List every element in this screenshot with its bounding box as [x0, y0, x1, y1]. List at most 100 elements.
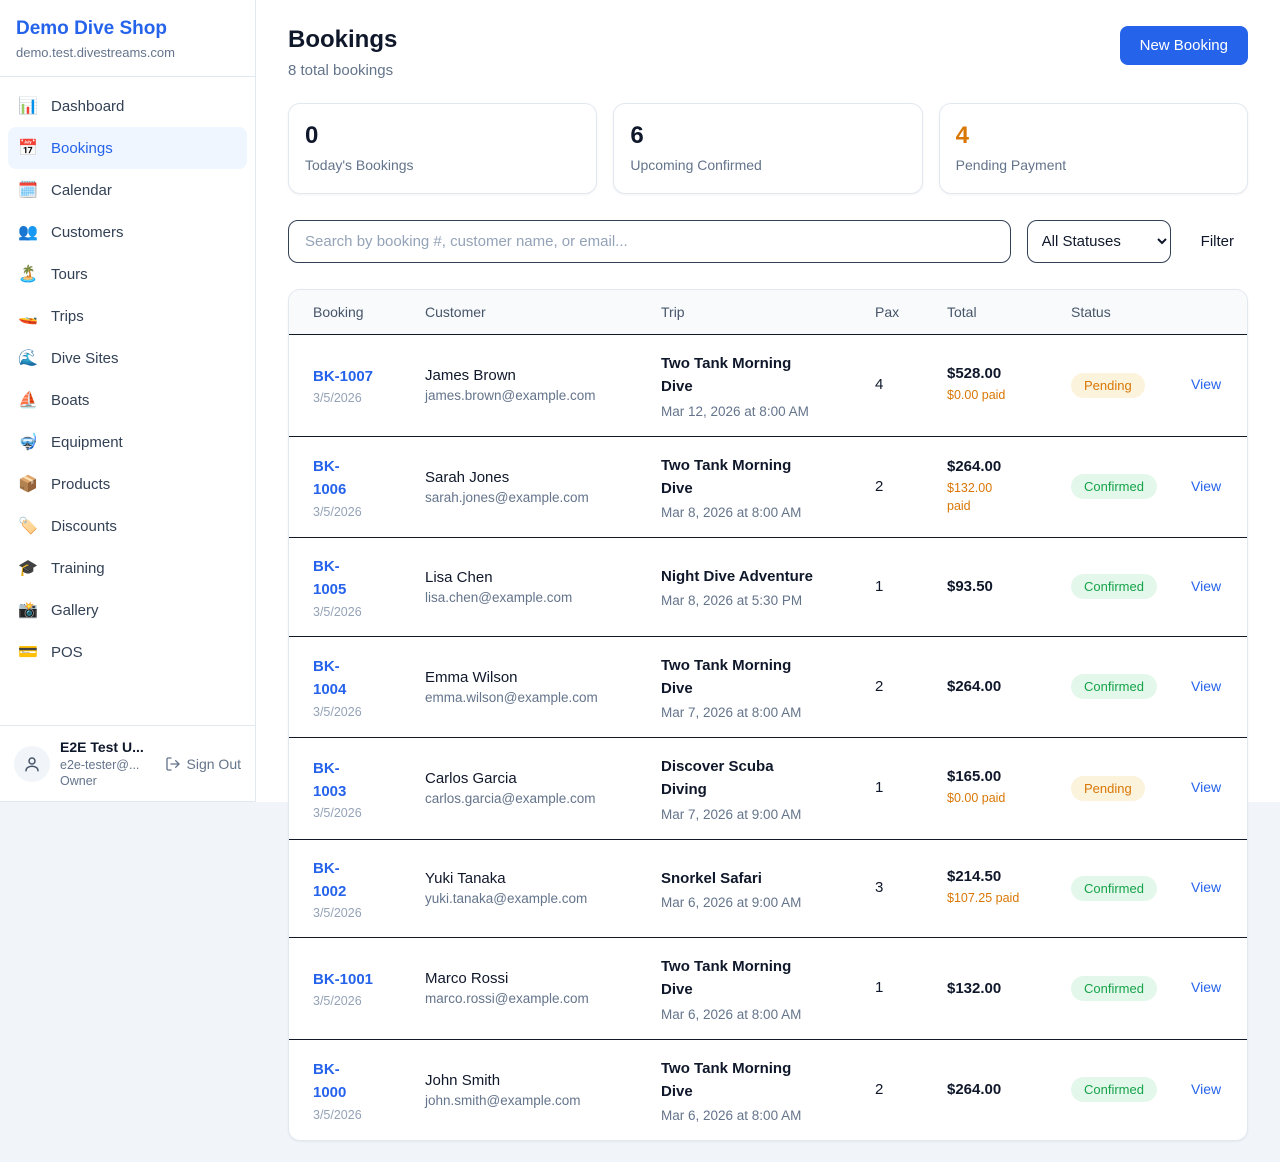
table-row: BK- 1000 3/5/2026 John Smith john.smith@…	[289, 1039, 1247, 1140]
stat-value: 0	[305, 122, 319, 149]
customer-name: Carlos Garcia	[425, 770, 517, 788]
brand-block: Demo Dive Shop demo.test.divestreams.com	[0, 0, 255, 77]
column-header-customer: Customer	[413, 290, 649, 335]
status-filter-select[interactable]: All Statuses	[1026, 220, 1171, 263]
sidebar-item-customers[interactable]: 👥 Customers	[8, 211, 247, 253]
view-link[interactable]: View	[1191, 577, 1222, 594]
user-name: E2E Test U...	[60, 739, 144, 756]
page-title: Bookings	[288, 26, 398, 53]
graduation-cap-icon: 🎓	[18, 560, 38, 577]
filter-button[interactable]: Filter	[1187, 233, 1248, 250]
view-link[interactable]: View	[1191, 879, 1222, 896]
booking-date: 3/5/2026	[313, 391, 362, 406]
column-header-total: Total	[935, 290, 1059, 335]
view-link[interactable]: View	[1191, 979, 1222, 996]
bookings-table: Booking Customer Trip Pax Total Status B…	[289, 290, 1247, 1140]
pax-count: 3	[875, 879, 884, 897]
sidebar-item-training[interactable]: 🎓 Training	[8, 547, 247, 589]
pax-count: 1	[875, 779, 884, 797]
sidebar-item-pos[interactable]: 💳 POS	[8, 631, 247, 673]
total-amount: $165.00	[947, 768, 1002, 786]
total-amount: $132.00	[947, 979, 1002, 997]
booking-id-link[interactable]: BK- 1002	[313, 859, 347, 900]
pax-count: 2	[875, 1080, 884, 1098]
booking-date: 3/5/2026	[313, 994, 362, 1009]
trip-name: Two Tank Morning Dive	[661, 958, 792, 999]
table-row: BK-1001 3/5/2026 Marco Rossi marco.rossi…	[289, 938, 1247, 1039]
camera-flash-icon: 📸	[18, 602, 38, 619]
sidebar-item-dashboard[interactable]: 📊 Dashboard	[8, 85, 247, 127]
trip-name: Two Tank Morning Dive	[661, 456, 792, 497]
sidebar-item-gallery[interactable]: 📸 Gallery	[8, 589, 247, 631]
sidebar-item-trips[interactable]: 🚤 Trips	[8, 295, 247, 337]
brand-domain: demo.test.divestreams.com	[16, 45, 175, 60]
sidebar-item-products[interactable]: 📦 Products	[8, 463, 247, 505]
view-link[interactable]: View	[1191, 779, 1222, 796]
stat-card-todays-bookings: 0 Today's Bookings	[288, 103, 598, 194]
view-link[interactable]: View	[1191, 677, 1222, 694]
sidebar-item-label: Calendar	[51, 181, 112, 199]
total-amount: $264.00	[947, 457, 1002, 475]
sidebar: Demo Dive Shop demo.test.divestreams.com…	[0, 0, 256, 802]
sidebar-item-calendar[interactable]: 🗓️ Calendar	[8, 169, 247, 211]
trip-name: Two Tank Morning Dive	[661, 1059, 792, 1100]
sidebar-item-discounts[interactable]: 🏷️ Discounts	[8, 505, 247, 547]
credit-card-icon: 💳	[18, 644, 38, 661]
avatar	[14, 745, 50, 782]
sign-out-button[interactable]: Sign Out	[165, 756, 241, 772]
calendar-date-icon: 📅	[18, 140, 38, 157]
booking-date: 3/5/2026	[313, 504, 362, 519]
sidebar-item-tours[interactable]: 🏝️ Tours	[8, 253, 247, 295]
paid-amount: $0.00 paid	[947, 388, 1006, 403]
sidebar-item-equipment[interactable]: 🤿 Equipment	[8, 421, 247, 463]
package-icon: 📦	[18, 476, 38, 493]
booking-id-link[interactable]: BK-1001	[313, 971, 374, 989]
stat-card-pending-payment: 4 Pending Payment	[938, 103, 1248, 194]
booking-id-link[interactable]: BK- 1003	[313, 759, 347, 800]
new-booking-button[interactable]: New Booking	[1119, 26, 1248, 65]
sidebar-item-label: Trips	[51, 307, 84, 325]
booking-date: 3/5/2026	[313, 1107, 362, 1122]
sidebar-item-bookings[interactable]: 📅 Bookings	[8, 127, 247, 169]
toolbar: All Statuses Filter	[288, 220, 1248, 263]
pax-count: 1	[875, 979, 884, 997]
status-badge: Confirmed	[1071, 1077, 1157, 1103]
view-link[interactable]: View	[1191, 477, 1222, 494]
user-email: e2e-tester@...	[60, 757, 140, 772]
booking-date: 3/5/2026	[313, 704, 362, 719]
search-input[interactable]	[288, 220, 1011, 263]
page-subtitle: 8 total bookings	[288, 62, 394, 79]
sidebar-item-boats[interactable]: ⛵ Boats	[8, 379, 247, 421]
sidebar-item-label: Discounts	[51, 517, 117, 535]
booking-id-link[interactable]: BK- 1005	[313, 558, 347, 599]
sidebar-item-label: Boats	[51, 391, 90, 409]
trip-name: Two Tank Morning Dive	[661, 656, 792, 697]
booking-id-link[interactable]: BK- 1004	[313, 658, 347, 699]
pax-count: 1	[875, 577, 884, 595]
stats-row: 0 Today's Bookings 6 Upcoming Confirmed …	[288, 103, 1248, 194]
sidebar-item-dive-sites[interactable]: 🌊 Dive Sites	[8, 337, 247, 379]
table-row: BK- 1004 3/5/2026 Emma Wilson emma.wilso…	[289, 636, 1247, 738]
trip-datetime: Mar 6, 2026 at 8:00 AM	[661, 1108, 802, 1123]
total-amount: $214.50	[947, 868, 1002, 886]
total-amount: $264.00	[947, 1081, 1002, 1099]
pax-count: 4	[875, 376, 884, 394]
status-badge: Pending	[1071, 775, 1145, 801]
booking-id-link[interactable]: BK- 1006	[313, 458, 347, 499]
stat-label: Upcoming Confirmed	[630, 157, 762, 173]
island-icon: 🏝️	[18, 266, 38, 283]
sidebar-item-label: Equipment	[51, 433, 123, 451]
view-link[interactable]: View	[1191, 376, 1222, 393]
user-role: Owner	[60, 773, 97, 788]
customer-email: marco.rossi@example.com	[425, 991, 589, 1007]
booking-id-link[interactable]: BK-1007	[313, 368, 374, 386]
speedboat-icon: 🚤	[18, 308, 38, 325]
trip-name: Snorkel Safari	[661, 869, 762, 887]
sidebar-item-label: Tours	[51, 265, 88, 283]
stat-card-upcoming-confirmed: 6 Upcoming Confirmed	[613, 103, 923, 194]
stat-value: 6	[630, 122, 644, 149]
view-link[interactable]: View	[1191, 1080, 1222, 1097]
sign-out-icon	[165, 756, 180, 771]
booking-id-link[interactable]: BK- 1000	[313, 1061, 347, 1102]
